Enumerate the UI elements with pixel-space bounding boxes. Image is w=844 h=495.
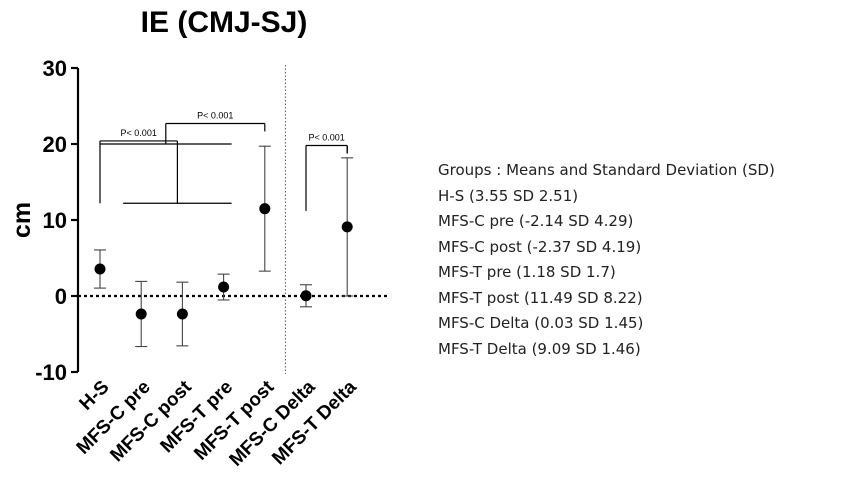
data-point-mfs-t-pre [217, 273, 230, 301]
y-tick-label: 30 [43, 56, 67, 81]
p-value-label: P< 0.001 [308, 133, 344, 143]
mean-marker [218, 281, 230, 293]
legend: Groups : Means and Standard Deviation (S… [438, 158, 775, 362]
y-tick-label: -10 [35, 360, 67, 385]
legend-item-mfs-t-pre: MFS-T pre (1.18 SD 1.7) [438, 263, 616, 281]
significance-bracket: P< 0.001 [100, 110, 266, 145]
mean-marker [94, 263, 106, 275]
legend-item-mfs-t-post: MFS-T post (11.49 SD 8.22) [438, 288, 643, 307]
significance-brackets: P< 0.001 P< 0.001 P< 0.001 [99, 110, 348, 211]
data-point-mfs-c-delta [300, 284, 312, 308]
p-value-label: P< 0.001 [121, 128, 157, 138]
legend-item-mfs-t-delta: MFS-T Delta (9.09 SD 1.46) [438, 339, 641, 358]
mean-marker [300, 290, 312, 302]
legend-item-mfs-c-post: MFS-C post (-2.37 SD 4.19) [438, 237, 642, 256]
data-point-mfs-t-delta [341, 157, 354, 297]
data-point-mfs-c-pre [135, 280, 148, 348]
y-tick-label: 10 [43, 208, 67, 233]
y-axis-label: cm [8, 202, 36, 238]
significance-bracket: P< 0.001 [99, 128, 232, 204]
mean-marker [259, 203, 271, 215]
y-tick-label: 0 [55, 284, 67, 309]
chart-title: IE (CMJ-SJ) [141, 6, 308, 39]
p-value-label: P< 0.001 [197, 110, 233, 120]
mean-marker [176, 308, 188, 320]
mean-marker [135, 308, 147, 320]
data-point-h-s [94, 249, 106, 289]
legend-item-mfs-c-delta: MFS-C Delta (0.03 SD 1.45) [438, 314, 644, 332]
mean-marker [341, 221, 353, 233]
legend-item-h-s: H-S (3.55 SD 2.51) [438, 186, 579, 205]
y-tick-label: 20 [43, 132, 67, 157]
significance-bracket: P< 0.001 [305, 133, 348, 211]
legend-item-mfs-c-pre: MFS-C pre (-2.14 SD 4.29) [438, 212, 634, 230]
data-point-mfs-t-post [258, 145, 271, 272]
legend-heading: Groups : Means and Standard Deviation (S… [438, 161, 775, 179]
data-point-mfs-c-post [176, 281, 189, 347]
data-marks [94, 145, 354, 348]
